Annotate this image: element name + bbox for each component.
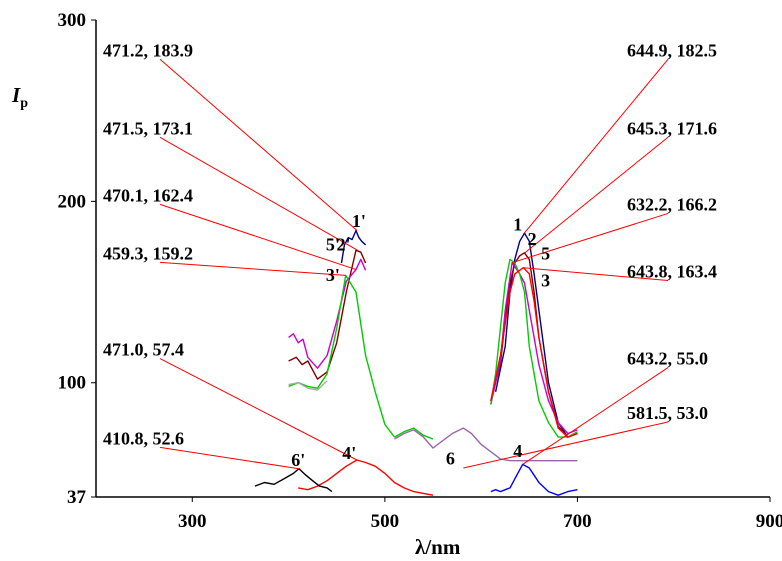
annotation-label: 471.2, 183.9 [103,40,193,60]
annotation-label: 643.2, 55.0 [627,349,708,369]
annotation-label: 471.5, 173.1 [103,118,193,138]
series-layer [254,229,578,496]
x-tick-label: 900 [756,511,782,532]
annotation-leader-line [159,446,300,470]
axes: 300 500 700 900 37 100 200 300 [58,10,782,532]
series-line [490,252,578,438]
annotation-label: 471.0, 57.4 [103,340,184,360]
curve-number-label: 4' [342,443,356,463]
series-line [340,229,367,264]
annotation-leader-line [159,358,358,461]
y-tick-label: 100 [58,373,87,394]
y-tick-label: 37 [67,487,87,508]
y-axis-label: Ip [11,83,28,111]
series-line [490,463,578,496]
x-tick-label: 300 [178,511,207,532]
annotation-leader-line [523,58,669,234]
annotation-leader-line [522,367,669,465]
curve-number-label: 1' [352,211,366,231]
curve-number-label: 6 [446,448,455,468]
curve-number-label: 2 [528,229,537,249]
annotation-leader-line [511,212,669,264]
annotation-leader-line [159,203,357,271]
series-line [394,427,578,462]
series-line [254,468,333,493]
series-line [298,459,434,496]
annotation-label: 643.8, 163.4 [627,262,717,282]
annotation-layer: 471.2, 183.9 471.5, 173.1 470.1, 162.4 459.… [103,40,717,470]
point-label-layer: 1' 5'2' 3' 4' 6' 6 4 125 3 [291,211,550,470]
annotation-leader-line [523,267,669,282]
x-tick-label: 700 [563,511,592,532]
series-line [394,427,434,440]
y-axis-label-main: I [11,83,21,107]
curve-number-label: 5' [326,234,340,254]
series-line [490,267,578,438]
annotation-label: 459.3, 159.2 [103,243,193,263]
annotation-label: 644.9, 182.5 [627,40,717,60]
y-tick-label: 300 [58,10,87,31]
annotation-label: 581.5, 53.0 [627,403,708,423]
annotation-label: 632.2, 166.2 [627,194,717,214]
x-axis-label: λ/nm [415,535,461,559]
series-line [490,262,578,435]
y-tick-label: 200 [58,191,87,212]
curve-number-label: 1 [513,214,522,234]
curve-number-label: 3 [541,271,550,291]
annotation-label: 410.8, 52.6 [103,428,184,448]
curve-number-label: 5 [541,243,550,263]
annotation-leader-line [524,136,669,254]
annotation-label: 470.1, 162.4 [103,185,193,205]
curve-number-label: 2' [336,234,350,254]
x-tick-label: 500 [371,511,400,532]
y-axis-label-sub: p [20,96,28,111]
series-line [494,232,578,438]
curve-number-label: 4 [513,441,522,461]
series-line [490,258,578,438]
annotation-leader-line [159,58,358,231]
curve-number-label: 6' [291,450,305,470]
annotation-leader-line [159,136,358,251]
curve-number-label: 3' [326,265,340,285]
series-line [288,380,328,391]
annotation-label: 645.3, 171.6 [627,118,717,138]
annotation-leader-line [159,261,346,276]
series-line [288,258,367,369]
series-line [288,274,396,438]
annotation-leader-line [463,421,669,469]
